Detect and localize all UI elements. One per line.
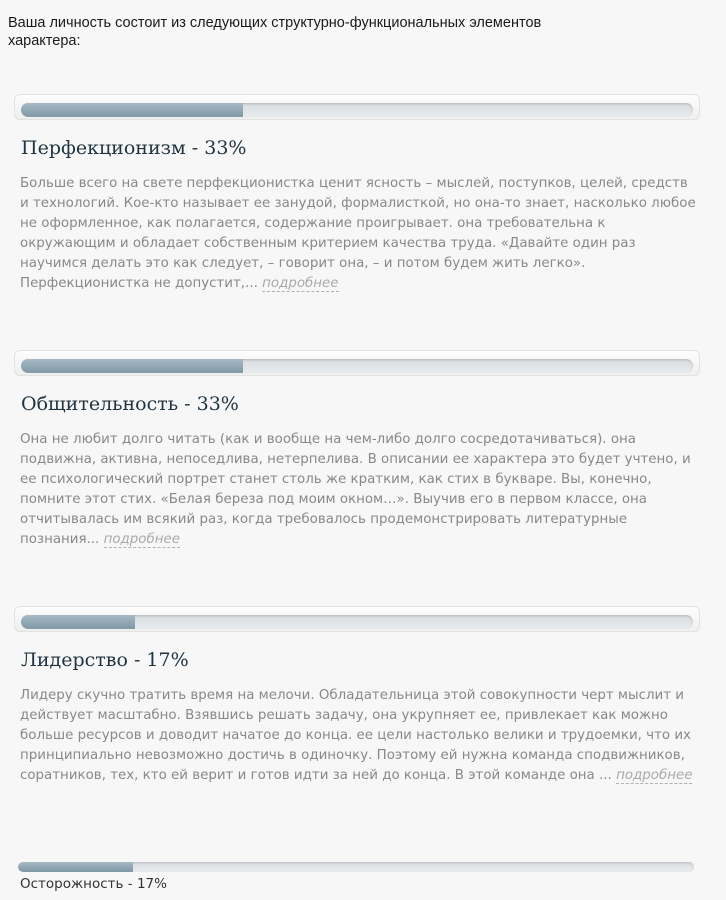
trait-section-leadership: Лидерство - 17% Лидеру скучно тратить вр… <box>14 606 704 786</box>
trait-description-text: Лидеру скучно тратить время на мелочи. О… <box>20 688 691 783</box>
more-link[interactable]: подробнее <box>262 276 339 292</box>
trait-progress-bar <box>14 350 700 376</box>
trait-progress-bar-caution <box>18 862 694 872</box>
trait-title-caution: Осторожность - 17% <box>20 876 167 892</box>
trait-description-text: Она не любит долго читать (как и вообще … <box>20 432 691 547</box>
progress-fill <box>21 103 243 117</box>
trait-description: Лидеру скучно тратить время на мелочи. О… <box>20 686 700 786</box>
progress-track <box>21 615 693 629</box>
trait-description: Она не любит долго читать (как и вообще … <box>20 430 700 550</box>
trait-title: Лидерство - 17% <box>21 649 189 671</box>
trait-progress-bar <box>14 94 700 120</box>
trait-section-sociability: Общительность - 33% Она не любит долго ч… <box>14 350 704 550</box>
trait-progress-bar <box>14 606 700 632</box>
progress-fill <box>21 615 136 629</box>
more-link[interactable]: подробнее <box>616 768 693 784</box>
progress-fill <box>21 359 243 373</box>
trait-title: Перфекционизм - 33% <box>21 137 247 159</box>
trait-section-perfectionism: Перфекционизм - 33% Больше всего на свет… <box>14 94 704 294</box>
more-link[interactable]: подробнее <box>103 532 180 548</box>
progress-track <box>21 359 693 373</box>
intro-text: Ваша личность состоит из следующих струк… <box>8 15 542 49</box>
trait-description: Больше всего на свете перфекционистка це… <box>20 174 700 294</box>
trait-description-text: Больше всего на свете перфекционистка це… <box>20 176 696 291</box>
progress-track <box>21 103 693 117</box>
trait-title: Общительность - 33% <box>21 393 239 415</box>
progress-fill <box>18 862 133 872</box>
